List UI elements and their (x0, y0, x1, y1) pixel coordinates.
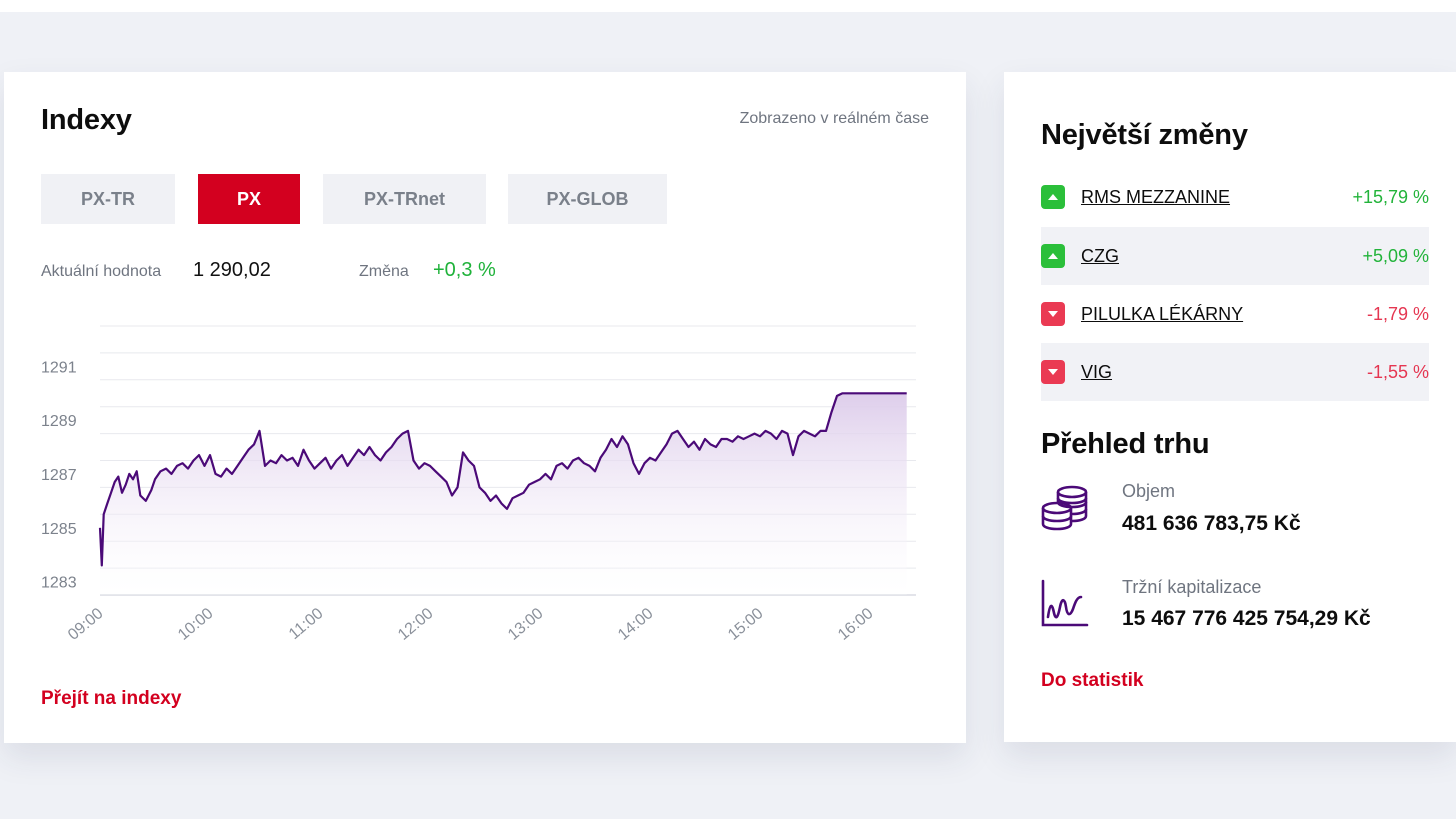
y-tick-label: 1289 (41, 413, 77, 430)
x-tick-label: 11:00 (286, 605, 327, 642)
mover-name-link[interactable]: CZG (1081, 245, 1119, 266)
mover-row[interactable]: RMS MEZZANINE +15,79 % (1041, 168, 1429, 226)
mover-name-link[interactable]: RMS MEZZANINE (1081, 186, 1231, 207)
current-value: 1 290,02 (193, 259, 271, 281)
volume-label: Objem (1122, 481, 1176, 501)
coins-icon (1041, 485, 1088, 531)
change-label: Změna (359, 263, 409, 280)
chart-area-fill (100, 393, 907, 595)
chart-series-line (98, 392, 907, 567)
volume-value: 481 636 783,75 Kč (1122, 512, 1301, 535)
mover-change: +15,79 % (1352, 186, 1429, 207)
x-tick-label: 13:00 (505, 605, 547, 642)
x-tick-label: 12:00 (395, 605, 437, 642)
mover-row[interactable]: CZG +5,09 % (1041, 227, 1429, 285)
go-to-statistics-link[interactable]: Do statistik (1041, 670, 1144, 691)
y-tick-label: 1287 (41, 467, 77, 484)
market-cap-label: Tržní kapitalizace (1122, 577, 1262, 597)
x-tick-label: 14:00 (615, 605, 657, 642)
market-cap-value: 15 467 776 425 754,29 Kč (1122, 607, 1371, 630)
indexy-title: Indexy (41, 104, 132, 136)
x-tick-label: 09:00 (65, 605, 107, 642)
changes-card: Největší změny RMS MEZZANINE +15,79 % CZ… (1004, 72, 1456, 742)
mover-change: -1,55 % (1366, 361, 1429, 382)
x-tick-label: 15:00 (725, 605, 767, 642)
change-value: +0,3 % (433, 259, 496, 281)
go-to-indexes-link[interactable]: Přejít na indexy (41, 688, 182, 709)
y-tick-label: 1291 (41, 359, 77, 376)
mover-row[interactable]: PILULKA LÉKÁRNY -1,79 % (1041, 285, 1429, 343)
x-tick-label: 16:00 (835, 605, 877, 642)
arrow-down-icon (1041, 360, 1065, 384)
arrow-up-icon (1041, 185, 1065, 209)
tab-px-tr[interactable]: PX-TR (41, 174, 175, 224)
px-index-chart: 1283 1285 1287 1289 1291 09:00 10:00 11:00 12:0… (41, 325, 916, 642)
indexy-card: Indexy Zobrazeno v reálném čase PX-TR PX… (4, 72, 966, 743)
y-tick-label: 1283 (41, 575, 77, 592)
mover-change: +5,09 % (1362, 245, 1429, 266)
x-tick-label: 10:00 (175, 605, 217, 642)
mover-name-link[interactable]: PILULKA LÉKÁRNY (1081, 303, 1244, 324)
mover-row[interactable]: VIG -1,55 % (1041, 343, 1429, 401)
chart-x-axis: 09:00 10:00 11:00 12:00 13:00 14:00 15:00 16:00 (65, 605, 877, 642)
mover-name-link[interactable]: VIG (1081, 361, 1113, 382)
chart-line-icon (1041, 579, 1089, 627)
y-tick-label: 1285 (41, 521, 77, 538)
arrow-up-icon (1041, 244, 1065, 268)
mover-change: -1,79 % (1366, 303, 1429, 324)
current-value-label: Aktuální hodnota (41, 263, 162, 280)
tab-px-glob[interactable]: PX-GLOB (508, 174, 667, 224)
market-overview-title: Přehled trhu (1041, 428, 1210, 460)
arrow-down-icon (1041, 302, 1065, 326)
tab-px-trnet[interactable]: PX-TRnet (323, 174, 486, 224)
tab-px[interactable]: PX (198, 174, 300, 224)
movers-title: Největší změny (1041, 119, 1248, 151)
realtime-note: Zobrazeno v reálném čase (739, 110, 929, 127)
chart-y-axis: 1283 1285 1287 1289 1291 (41, 359, 77, 591)
